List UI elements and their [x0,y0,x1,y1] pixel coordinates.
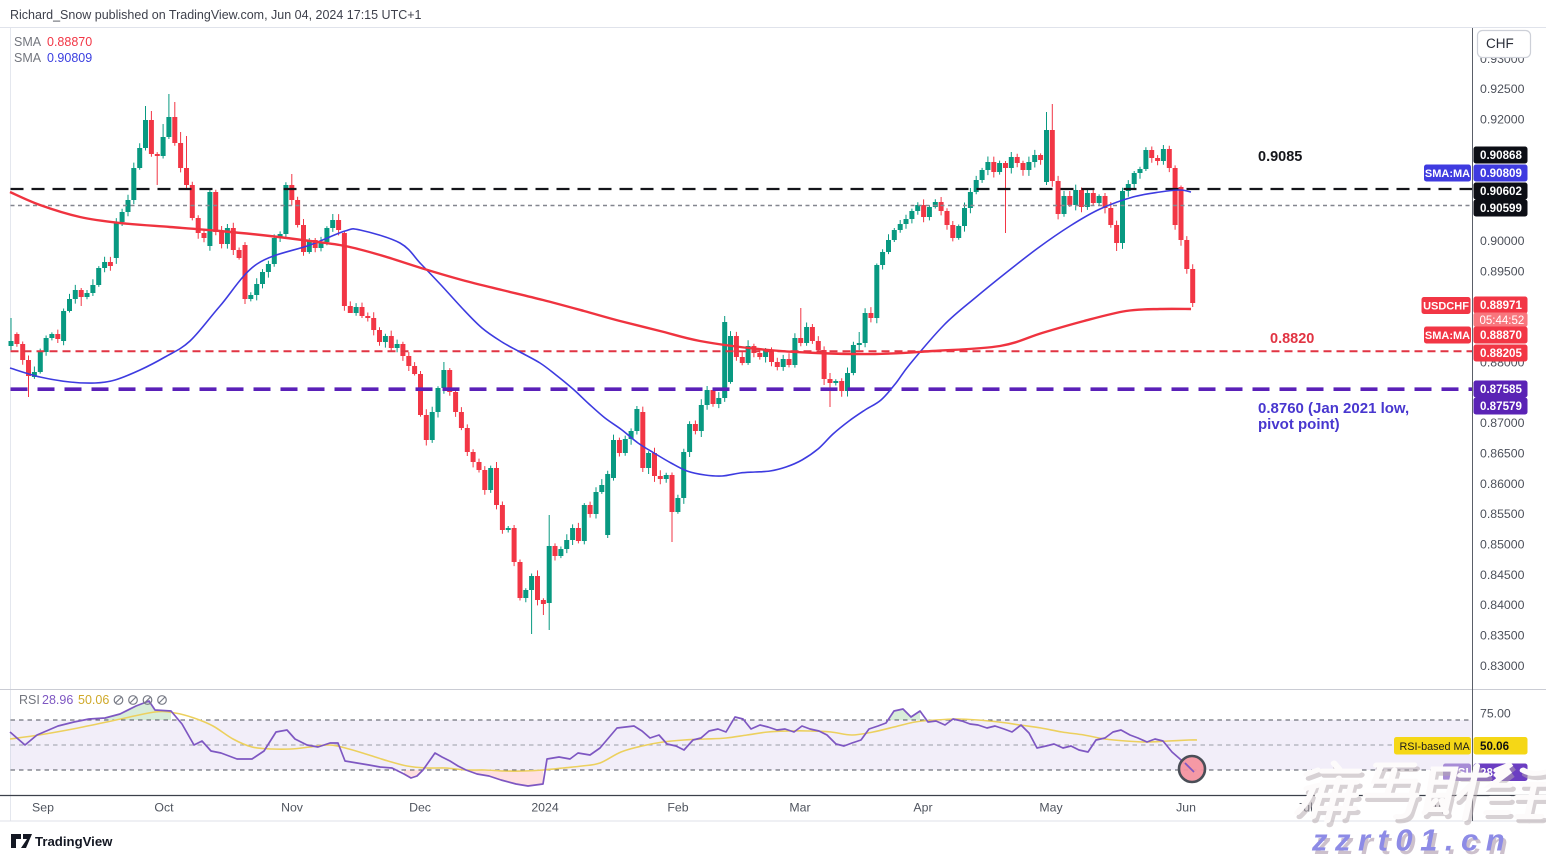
svg-text:SMA:MA: SMA:MA [1425,168,1470,180]
svg-text:0.90868: 0.90868 [1480,149,1522,162]
svg-text:Jun: Jun [1176,801,1196,815]
svg-text:Oct: Oct [154,801,174,815]
svg-text:0.90000: 0.90000 [1480,234,1525,248]
svg-text:50.06: 50.06 [1480,740,1510,753]
svg-text:SMA:MA: SMA:MA [1425,330,1470,342]
svg-text:75.00: 75.00 [1480,707,1511,721]
svg-text:RSI-based MA: RSI-based MA [1400,741,1471,753]
svg-text:0.86500: 0.86500 [1480,446,1525,460]
svg-text:0.88870: 0.88870 [1480,329,1522,342]
svg-text:0.83500: 0.83500 [1480,629,1525,643]
svg-text:0.92000: 0.92000 [1480,113,1525,127]
svg-text:pivot point): pivot point) [1258,416,1340,433]
svg-text:Sep: Sep [32,801,54,815]
svg-text:0.86000: 0.86000 [1480,477,1525,491]
svg-text:0.8820: 0.8820 [1270,331,1314,347]
svg-text:CHF: CHF [1486,36,1514,51]
svg-text:TradingView: TradingView [35,834,113,849]
svg-text:0.92500: 0.92500 [1480,82,1525,96]
svg-text:SMA: SMA [14,51,42,65]
svg-text:Dec: Dec [409,801,431,815]
svg-text:Mar: Mar [789,801,810,815]
svg-text:0.84500: 0.84500 [1480,568,1525,582]
svg-text:zzrt01.cn: zzrt01.cn [1311,823,1512,857]
svg-text:0.90809: 0.90809 [1480,167,1522,180]
svg-text:USDCHF: USDCHF [1423,301,1469,313]
svg-text:Feb: Feb [667,801,688,815]
svg-text:0.9085: 0.9085 [1258,149,1302,165]
svg-text:0.88971: 0.88971 [1480,299,1522,312]
svg-text:50.06: 50.06 [78,693,109,707]
svg-text:Nov: Nov [281,801,304,815]
svg-text:0.88205: 0.88205 [1480,347,1522,360]
svg-text:0.87579: 0.87579 [1480,400,1522,413]
svg-text:0.90602: 0.90602 [1480,185,1522,198]
svg-text:May: May [1039,801,1063,815]
svg-text:Apr: Apr [913,801,932,815]
svg-text:0.90599: 0.90599 [1480,202,1522,215]
svg-text:0.88870: 0.88870 [47,35,92,49]
svg-text:28.96: 28.96 [42,693,73,707]
svg-text:0.8760 (Jan 2021 low,: 0.8760 (Jan 2021 low, [1258,400,1409,417]
svg-text:0.87000: 0.87000 [1480,416,1525,430]
svg-text:0.83000: 0.83000 [1480,659,1525,673]
svg-text:0.85500: 0.85500 [1480,507,1525,521]
svg-text:0.87585: 0.87585 [1480,383,1522,396]
svg-text:RSI: RSI [19,693,40,707]
svg-text:0.90809: 0.90809 [47,51,92,65]
svg-text:0.84000: 0.84000 [1480,598,1525,612]
svg-text:0.85000: 0.85000 [1480,538,1525,552]
svg-text:SMA: SMA [14,35,42,49]
svg-text:zzrt01.cn: zzrt01.cn [1314,826,1515,857]
svg-text:0.89500: 0.89500 [1480,264,1525,278]
svg-text:05:44:52: 05:44:52 [1480,315,1525,327]
svg-text:Richard_Snow published on Trad: Richard_Snow published on TradingView.co… [10,8,422,22]
svg-text:2024: 2024 [531,801,559,815]
